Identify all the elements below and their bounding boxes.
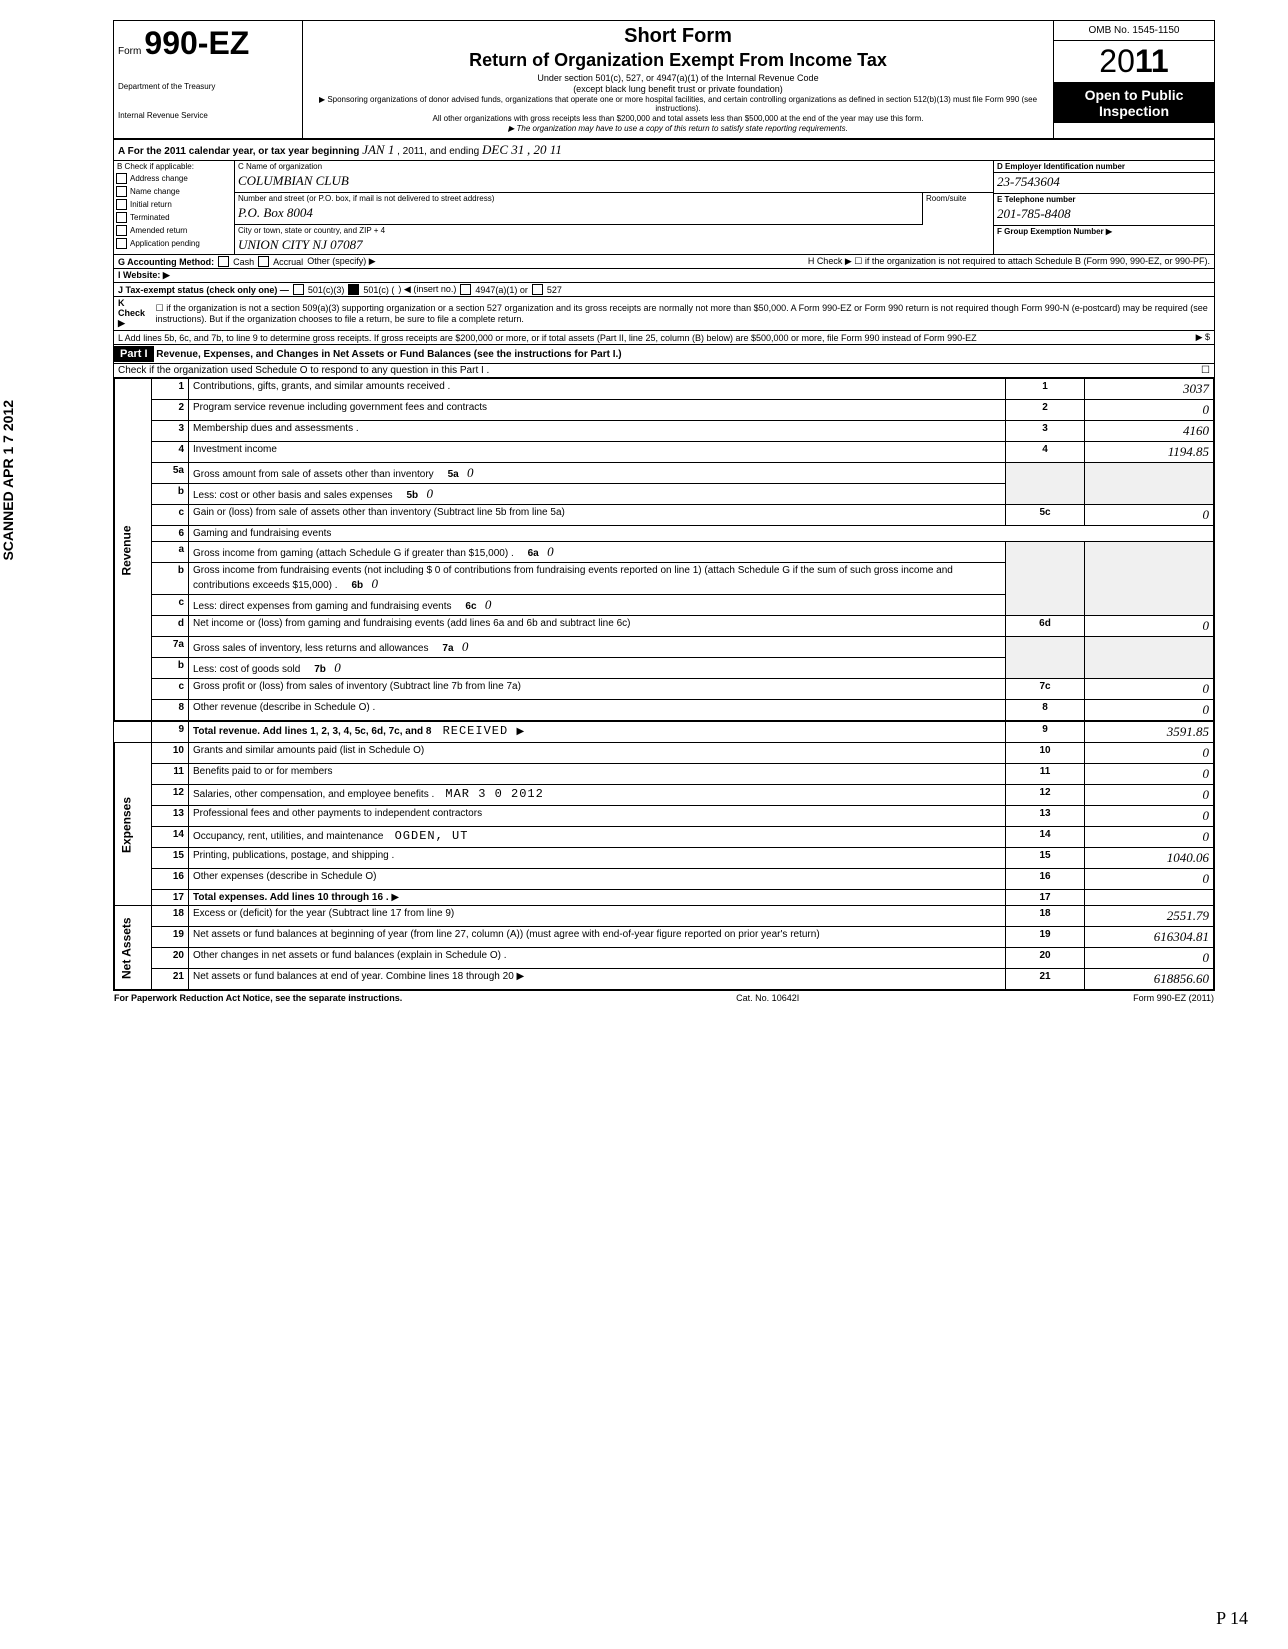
section-b-f: B Check if applicable: Address change Na… <box>114 161 1214 255</box>
side-net-assets: Net Assets <box>115 906 152 990</box>
form-prefix: Form <box>118 46 141 57</box>
val-17 <box>1085 890 1214 906</box>
val-10: 0 <box>1085 743 1214 764</box>
val-7c: 0 <box>1085 679 1214 700</box>
ein-value: 23-7543604 <box>994 173 1214 194</box>
form-990ez: Form 990-EZ Department of the Treasury I… <box>113 20 1215 991</box>
cb-addr-change[interactable] <box>116 173 127 184</box>
row-a-tax-year: A For the 2011 calendar year, or tax yea… <box>114 140 1214 161</box>
b-label: B Check if applicable: <box>114 161 234 172</box>
row-l: L Add lines 5b, 6c, and 7b, to line 9 to… <box>114 331 1214 345</box>
row-j-status: J Tax-exempt status (check only one) — 5… <box>114 283 1214 297</box>
part1-check: Check if the organization used Schedule … <box>114 364 1214 378</box>
begin-date: JAN 1 <box>362 142 394 157</box>
part1-header: Part I Revenue, Expenses, and Changes in… <box>114 345 1214 364</box>
row-i-website: I Website: ▶ <box>114 269 1214 283</box>
row-g-accounting: G Accounting Method: Cash Accrual Other … <box>114 255 1214 269</box>
val-6d: 0 <box>1085 616 1214 637</box>
c-label: C Name of organization <box>235 161 993 172</box>
lines-table: Revenue 1Contributions, gifts, grants, a… <box>114 378 1214 990</box>
val-3: 4160 <box>1085 421 1214 442</box>
form-number: 990-EZ <box>144 25 249 61</box>
form-header: Form 990-EZ Department of the Treasury I… <box>114 21 1214 140</box>
room-label: Room/suite <box>923 193 993 204</box>
e-label: E Telephone number <box>994 194 1214 205</box>
city-value: UNION CITY NJ 07087 <box>235 236 993 254</box>
val-5c: 0 <box>1085 505 1214 526</box>
street-label: Number and street (or P.O. box, if mail … <box>235 193 922 204</box>
val-20: 0 <box>1085 948 1214 969</box>
scanned-stamp: SCANNED APR 1 7 2012 <box>0 400 16 561</box>
page-number: P 14 <box>1216 1608 1248 1629</box>
cb-501c-checked[interactable] <box>348 284 359 295</box>
val-4: 1194.85 <box>1085 442 1214 463</box>
cb-accrual[interactable] <box>258 256 269 267</box>
footer-left: For Paperwork Reduction Act Notice, see … <box>114 993 402 1003</box>
val-18: 2551.79 <box>1085 906 1214 927</box>
cb-527[interactable] <box>532 284 543 295</box>
date-stamp: MAR 3 0 2012 <box>445 787 543 801</box>
val-15: 1040.06 <box>1085 848 1214 869</box>
dept-irs: Internal Revenue Service <box>118 111 298 120</box>
footer-right: Form 990-EZ (2011) <box>1133 993 1214 1003</box>
subtitle1: Under section 501(c), 527, or 4947(a)(1)… <box>311 73 1045 83</box>
cb-amended[interactable] <box>116 225 127 236</box>
cb-terminated[interactable] <box>116 212 127 223</box>
h-label: H Check ▶ ☐ if the organization is not r… <box>808 256 1210 267</box>
cb-initial[interactable] <box>116 199 127 210</box>
street-value: P.O. Box 8004 <box>235 204 922 225</box>
loc-stamp: OGDEN, UT <box>395 829 469 843</box>
val-14: 0 <box>1085 827 1214 848</box>
val-16: 0 <box>1085 869 1214 890</box>
cb-501c3[interactable] <box>293 284 304 295</box>
phone-value: 201-785-8408 <box>994 205 1214 226</box>
cb-cash[interactable] <box>218 256 229 267</box>
val-1: 3037 <box>1085 379 1214 400</box>
footer: For Paperwork Reduction Act Notice, see … <box>110 991 1218 1005</box>
side-expenses: Expenses <box>115 743 152 906</box>
d-label: D Employer Identification number <box>994 161 1214 173</box>
org-name: COLUMBIAN CLUB <box>235 172 993 193</box>
dept-treasury: Department of the Treasury <box>118 82 298 91</box>
val-9: 3591.85 <box>1085 721 1214 743</box>
footer-mid: Cat. No. 10642I <box>736 993 799 1003</box>
val-21: 618856.60 <box>1085 969 1214 990</box>
omb-number: OMB No. 1545-1150 <box>1054 21 1214 41</box>
val-13: 0 <box>1085 806 1214 827</box>
open-public: Open to Public Inspection <box>1054 83 1214 123</box>
val-12: 0 <box>1085 785 1214 806</box>
val-8: 0 <box>1085 700 1214 722</box>
row-k: K Check ▶ ☐ if the organization is not a… <box>114 297 1214 331</box>
val-11: 0 <box>1085 764 1214 785</box>
f-label: F Group Exemption Number ▶ <box>994 226 1214 237</box>
note1: ▶ Sponsoring organizations of donor advi… <box>311 95 1045 113</box>
city-label: City or town, state or country, and ZIP … <box>235 225 993 236</box>
short-form-label: Short Form <box>311 25 1045 48</box>
received-stamp: RECEIVED <box>443 724 509 738</box>
end-date: DEC 31 <box>482 142 524 157</box>
note2: All other organizations with gross recei… <box>311 114 1045 123</box>
subtitle2: (except black lung benefit trust or priv… <box>311 84 1045 94</box>
cb-4947[interactable] <box>460 284 471 295</box>
cb-pending[interactable] <box>116 238 127 249</box>
note3: ▶ The organization may have to use a cop… <box>311 124 1045 133</box>
val-2: 0 <box>1085 400 1214 421</box>
val-19: 616304.81 <box>1085 927 1214 948</box>
side-revenue: Revenue <box>115 379 152 722</box>
tax-year: 2011 <box>1054 41 1214 83</box>
return-title: Return of Organization Exempt From Incom… <box>311 50 1045 71</box>
cb-name-change[interactable] <box>116 186 127 197</box>
